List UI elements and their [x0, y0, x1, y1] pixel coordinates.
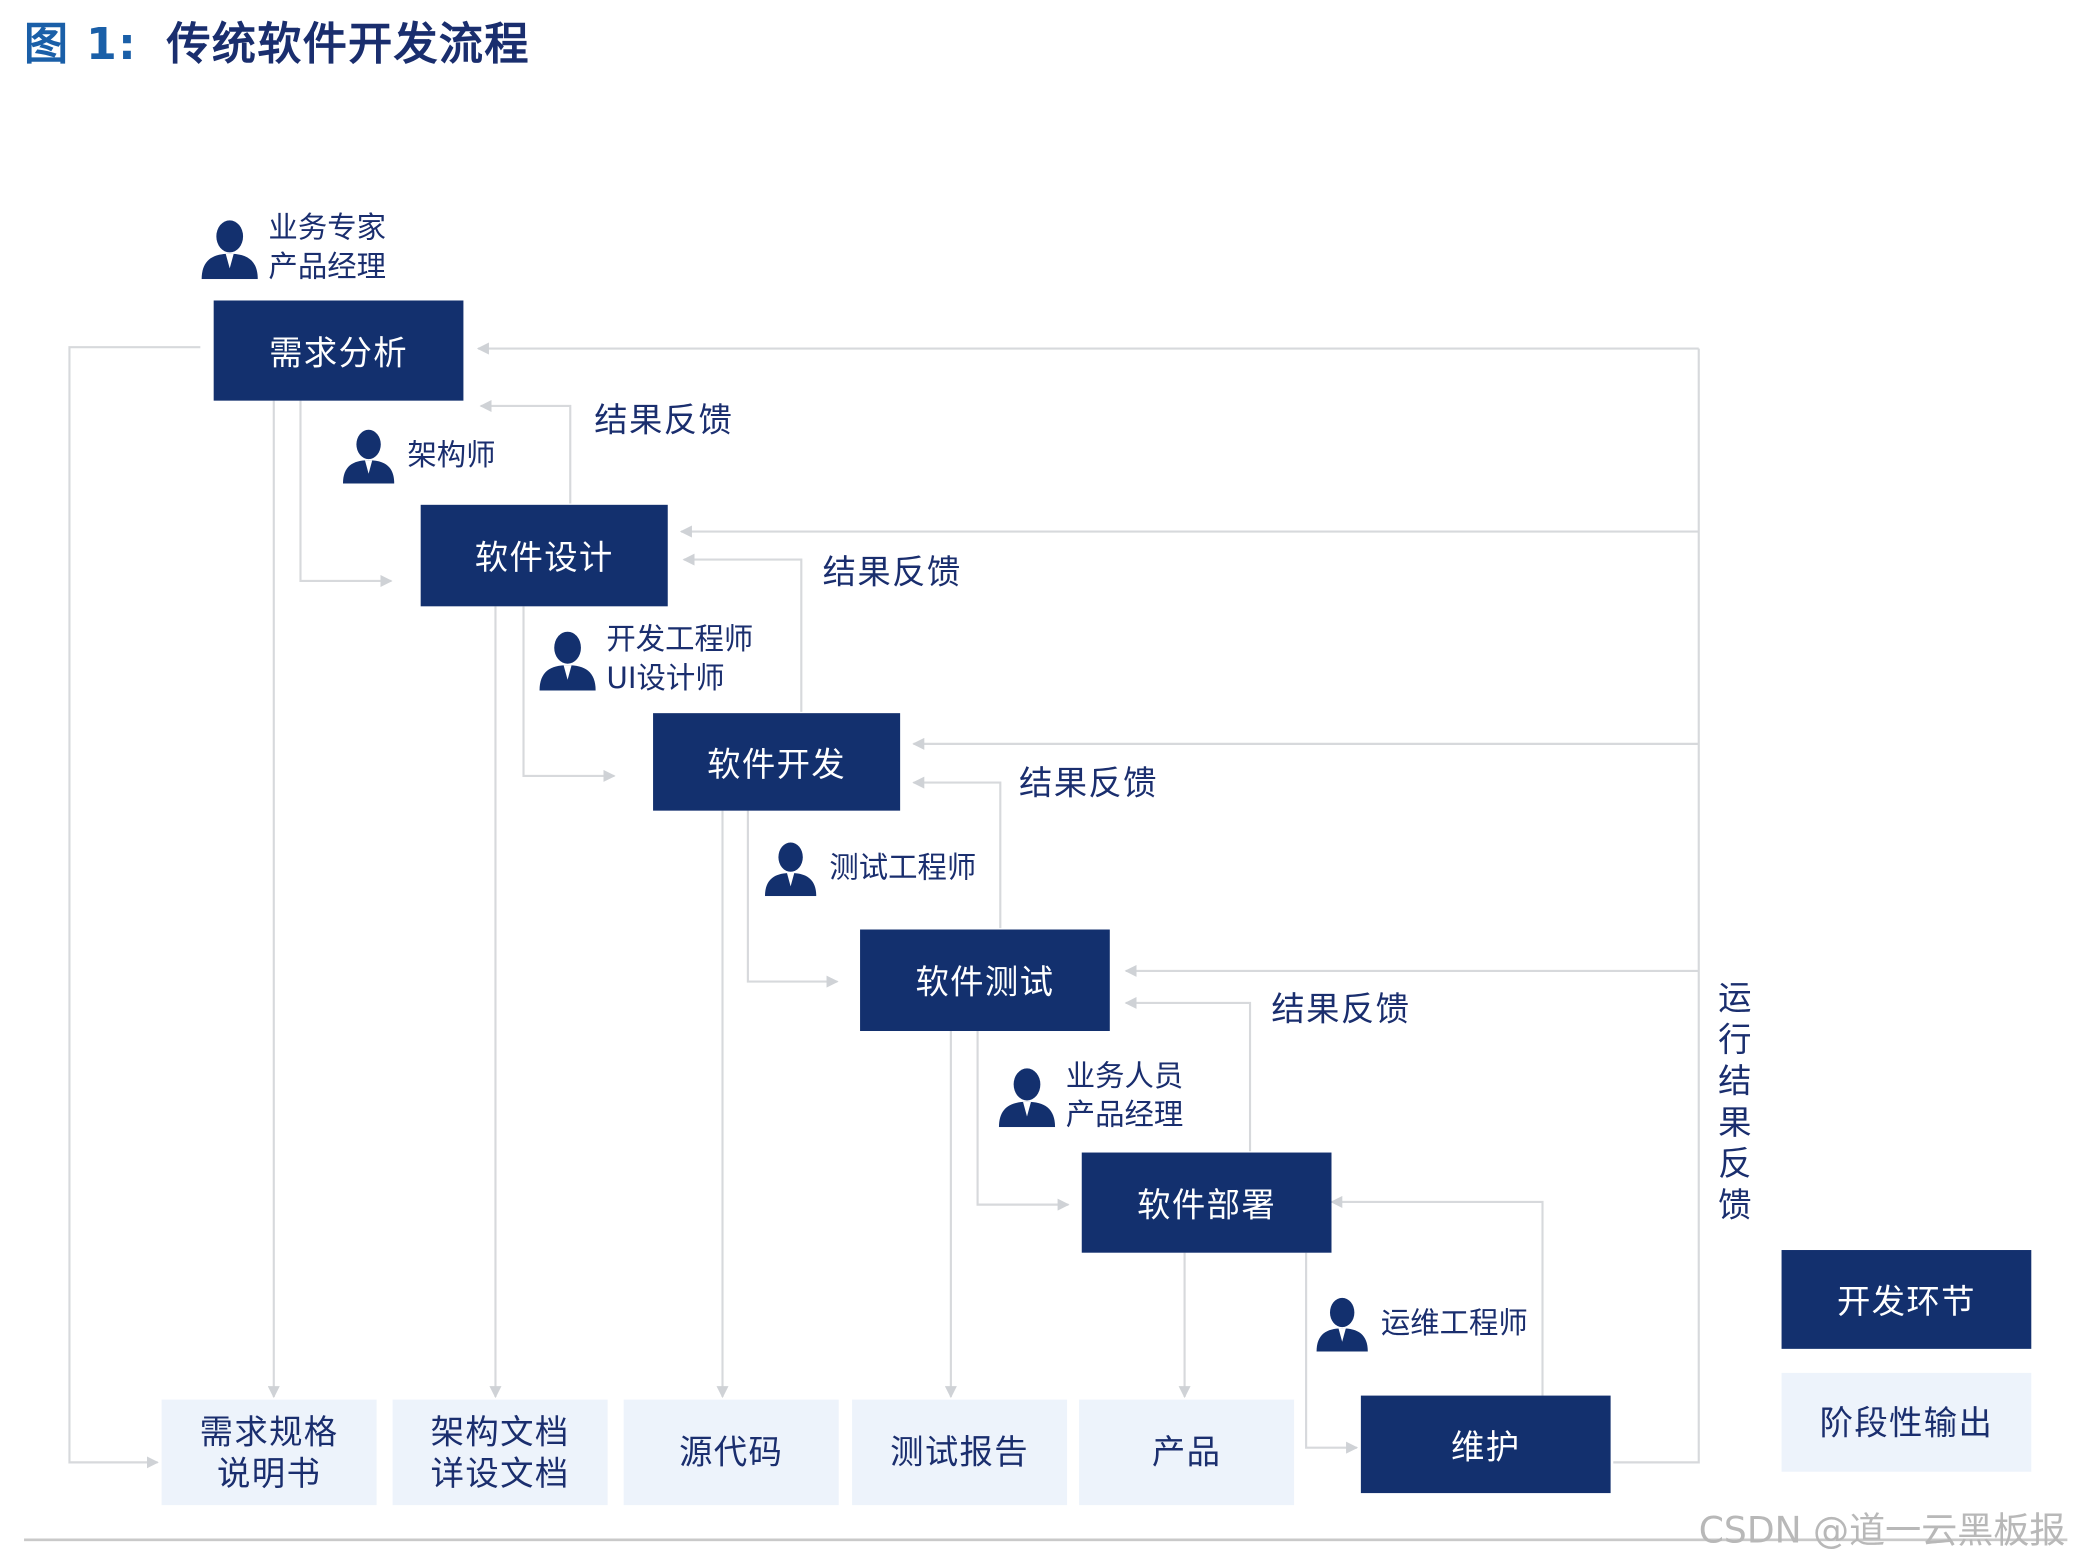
stage-requirements-analysis: 需求分析 [213, 300, 464, 401]
req-outer-loop [68, 346, 201, 1469]
feedback-label: 结果反馈 [594, 400, 734, 440]
legend-stage-output: 阶段性输出 [1781, 1372, 2032, 1472]
figure-title: 图 1: 传统软件开发流程 [24, 8, 530, 72]
role-line: 产品经理 [1065, 1099, 1184, 1133]
maint-feedback-arrow [1330, 1195, 1544, 1396]
design-feedback-arrow [479, 399, 572, 504]
figure-title-text: 传统软件开发流程 [166, 17, 530, 70]
output-requirements-spec: 需求规格 说明书 [161, 1399, 377, 1506]
legend-dev-stage: 开发环节 [1781, 1250, 2032, 1349]
role-maintenance: 运维工程师 [1313, 1295, 1528, 1352]
role-line: 架构师 [407, 438, 496, 473]
test-to-deploy-arrow [976, 1031, 1070, 1211]
person-icon [998, 1068, 1056, 1128]
stage-maintenance: 维护 [1360, 1395, 1611, 1494]
output-architecture-docs: 架构文档 详设文档 [392, 1399, 608, 1506]
output-line: 测试报告 [890, 1432, 1030, 1472]
feedback-label: 结果反馈 [822, 552, 962, 592]
test-feedback-arrow [912, 776, 1002, 929]
stage-software-testing: 软件测试 [860, 929, 1110, 1032]
output-line: 源代码 [679, 1432, 784, 1472]
stage-software-development: 软件开发 [653, 713, 901, 811]
output-line: 详设文档 [430, 1453, 570, 1493]
runtime-feedback-bus [1613, 348, 1700, 1464]
req-to-design-arrow [299, 400, 393, 587]
role-development: 开发工程师 UI设计师 [538, 621, 753, 698]
deploy-to-maint-arrow [1305, 1252, 1359, 1454]
output-line: 架构文档 [430, 1412, 570, 1452]
person-icon [765, 842, 817, 897]
role-line: 业务人员 [1065, 1060, 1184, 1094]
role-line: 产品经理 [268, 251, 386, 285]
role-line: 测试工程师 [829, 851, 977, 885]
design-to-dev-arrow [522, 606, 616, 782]
deploy-feedback-arrow [1124, 996, 1252, 1152]
stage-software-deployment: 软件部署 [1081, 1152, 1332, 1253]
role-requirements: 业务专家 产品经理 [200, 210, 386, 287]
person-icon [342, 429, 395, 484]
output-line: 说明书 [216, 1453, 322, 1493]
person-icon [201, 220, 258, 280]
person-icon [539, 631, 596, 691]
feedback-label: 结果反馈 [1271, 989, 1411, 1029]
feedback-label: 结果反馈 [1018, 763, 1158, 803]
person-icon [1316, 1297, 1368, 1352]
watermark: CSDN @道一云黑板报 [1698, 1510, 2066, 1552]
output-line: 产品 [1151, 1432, 1222, 1472]
output-product: 产品 [1079, 1399, 1295, 1506]
dev-to-test-arrow [746, 810, 839, 988]
role-testing: 测试工程师 [761, 840, 977, 897]
bottom-rule [24, 1538, 2068, 1542]
figure-number: 图 1: [24, 17, 138, 70]
stage-software-design: 软件设计 [420, 504, 668, 607]
dev-feedback-arrow [682, 553, 803, 712]
output-test-report: 测试报告 [852, 1399, 1068, 1506]
role-deployment: 业务人员 产品经理 [998, 1058, 1184, 1135]
role-line: 业务专家 [268, 212, 386, 246]
role-design: 架构师 [339, 427, 496, 484]
output-source-code: 源代码 [623, 1399, 839, 1506]
role-line: 运维工程师 [1380, 1306, 1528, 1341]
role-line: 开发工程师 [606, 623, 754, 658]
runtime-feedback-label: 运行结果反馈 [1718, 978, 1752, 1225]
output-line: 需求规格 [199, 1412, 339, 1452]
role-line: UI设计师 [606, 662, 725, 696]
